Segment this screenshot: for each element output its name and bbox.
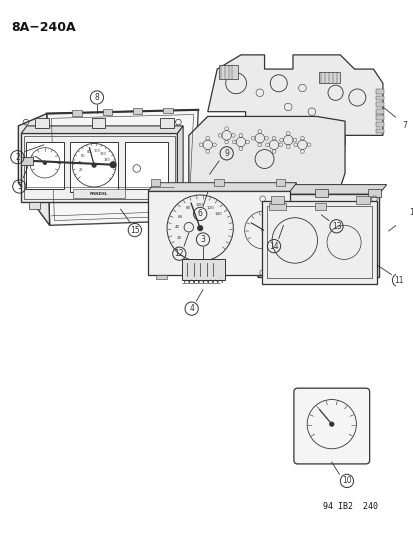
Text: 20: 20 bbox=[78, 168, 83, 172]
Bar bbox=[155, 274, 166, 279]
Bar bbox=[375, 109, 383, 114]
Text: 8: 8 bbox=[94, 93, 99, 102]
Bar bbox=[375, 95, 383, 100]
Text: 80: 80 bbox=[87, 150, 91, 154]
Text: 10: 10 bbox=[341, 477, 351, 486]
Bar bbox=[21, 157, 33, 165]
Bar bbox=[73, 189, 125, 198]
Text: 94 IB2  240: 94 IB2 240 bbox=[323, 502, 377, 511]
Text: 6: 6 bbox=[197, 209, 202, 219]
Text: 8A−240A: 8A−240A bbox=[12, 21, 76, 34]
Bar bbox=[367, 189, 380, 197]
Circle shape bbox=[110, 162, 116, 167]
Text: 60: 60 bbox=[81, 154, 85, 158]
Circle shape bbox=[261, 229, 264, 231]
Bar bbox=[24, 136, 174, 199]
Text: 15: 15 bbox=[130, 225, 139, 235]
Bar bbox=[375, 116, 383, 120]
Bar bbox=[314, 203, 325, 210]
Text: 7: 7 bbox=[401, 122, 406, 131]
Text: 3: 3 bbox=[200, 235, 205, 244]
Text: 4: 4 bbox=[189, 304, 194, 313]
Bar bbox=[29, 201, 40, 209]
Bar bbox=[261, 201, 376, 284]
Polygon shape bbox=[21, 133, 177, 201]
Polygon shape bbox=[47, 110, 198, 225]
Text: 20: 20 bbox=[176, 236, 182, 240]
Bar bbox=[163, 108, 172, 114]
Bar bbox=[356, 196, 369, 204]
Text: 140: 140 bbox=[104, 158, 111, 163]
Text: 100: 100 bbox=[195, 204, 203, 207]
Polygon shape bbox=[177, 126, 183, 201]
Bar bbox=[218, 65, 237, 78]
Text: 1: 1 bbox=[408, 207, 413, 216]
Text: 11: 11 bbox=[393, 276, 403, 285]
Bar bbox=[133, 109, 142, 114]
Polygon shape bbox=[257, 184, 265, 277]
Circle shape bbox=[92, 163, 96, 167]
Text: 120: 120 bbox=[206, 206, 214, 209]
Text: 12: 12 bbox=[174, 249, 184, 258]
Text: 9: 9 bbox=[224, 149, 228, 158]
Bar bbox=[172, 201, 184, 209]
Polygon shape bbox=[207, 55, 382, 145]
Circle shape bbox=[329, 422, 333, 426]
Bar bbox=[357, 277, 370, 283]
Polygon shape bbox=[21, 126, 183, 133]
Polygon shape bbox=[188, 116, 344, 188]
Text: 40: 40 bbox=[174, 225, 180, 229]
Bar bbox=[268, 203, 286, 210]
Bar bbox=[148, 191, 290, 274]
Text: 80: 80 bbox=[186, 206, 191, 211]
FancyBboxPatch shape bbox=[293, 388, 369, 464]
FancyBboxPatch shape bbox=[92, 118, 105, 128]
Bar bbox=[26, 142, 64, 189]
Text: 13: 13 bbox=[331, 222, 340, 231]
FancyBboxPatch shape bbox=[36, 118, 49, 128]
Bar bbox=[182, 260, 224, 280]
Circle shape bbox=[197, 226, 202, 230]
Bar bbox=[267, 206, 370, 278]
Bar bbox=[265, 201, 370, 270]
Polygon shape bbox=[18, 114, 50, 225]
Bar bbox=[72, 110, 82, 116]
Bar bbox=[271, 189, 285, 197]
Circle shape bbox=[43, 161, 46, 164]
Bar bbox=[102, 109, 112, 115]
Text: 2: 2 bbox=[15, 152, 20, 161]
Polygon shape bbox=[257, 184, 386, 194]
Bar bbox=[151, 179, 160, 185]
Text: 40: 40 bbox=[78, 161, 82, 165]
Text: 14: 14 bbox=[268, 241, 278, 251]
Bar bbox=[375, 89, 383, 94]
Bar bbox=[125, 142, 168, 189]
Text: 60: 60 bbox=[178, 215, 183, 219]
Bar bbox=[275, 179, 285, 185]
Bar bbox=[375, 122, 383, 127]
FancyBboxPatch shape bbox=[160, 118, 173, 128]
Bar bbox=[70, 142, 118, 192]
Bar bbox=[257, 194, 378, 277]
Bar bbox=[214, 179, 223, 185]
Text: 100: 100 bbox=[93, 149, 100, 153]
Bar bbox=[375, 129, 383, 133]
Bar bbox=[375, 102, 383, 107]
Polygon shape bbox=[148, 183, 296, 191]
Bar bbox=[314, 189, 327, 197]
Bar bbox=[319, 72, 339, 83]
Bar bbox=[273, 274, 284, 279]
Bar bbox=[271, 196, 284, 204]
Text: 5: 5 bbox=[17, 182, 22, 191]
Text: PRNDSL: PRNDSL bbox=[89, 192, 108, 196]
Text: 140: 140 bbox=[214, 213, 222, 216]
Text: 120: 120 bbox=[100, 152, 107, 156]
Bar bbox=[267, 277, 280, 283]
